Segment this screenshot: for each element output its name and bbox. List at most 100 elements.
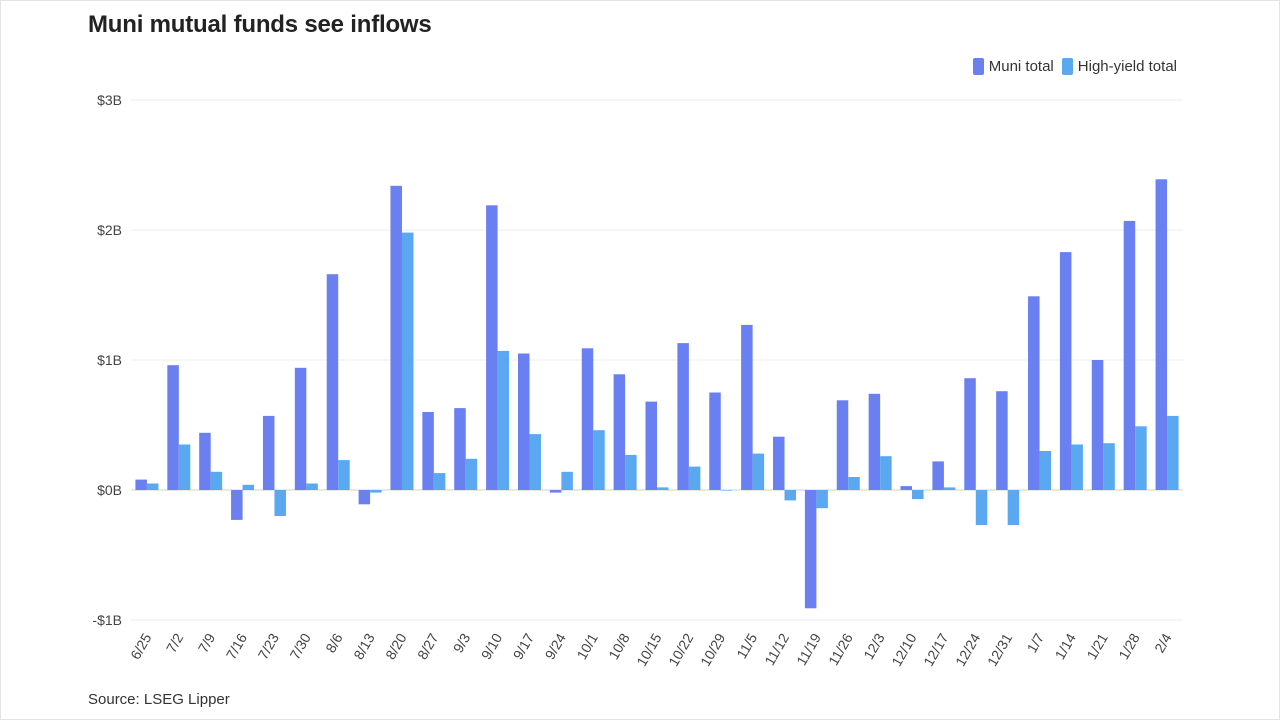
bar-muni-total	[900, 486, 913, 490]
bar-muni-total	[549, 490, 562, 493]
bar-high-yield-total	[816, 490, 828, 509]
x-tick-label: 12/17	[920, 630, 951, 669]
x-tick-label: 7/23	[255, 630, 283, 662]
legend-label-high-yield: High-yield total	[1077, 58, 1177, 75]
bar-muni-total	[741, 324, 753, 490]
x-tick-label: 9/17	[510, 630, 538, 662]
x-tick-label: 6/25	[127, 630, 155, 662]
bar-high-yield-total	[210, 471, 223, 490]
bar-muni-total	[199, 432, 211, 490]
bar-muni-total	[996, 391, 1008, 490]
bar-high-yield-total	[146, 483, 159, 490]
x-tick-label: 7/16	[223, 630, 251, 662]
x-tick-label: 8/20	[382, 630, 410, 662]
bar-muni-total	[294, 367, 307, 490]
bar-muni-total	[581, 348, 594, 490]
bar-high-yield-total	[784, 490, 797, 501]
bar-muni-total	[709, 392, 721, 490]
bar-muni-total	[358, 490, 371, 505]
bar-muni-total	[804, 490, 817, 609]
x-tick-label: 12/10	[888, 630, 919, 669]
bar-muni-total	[1091, 360, 1104, 490]
bar-high-yield-total	[1103, 443, 1115, 490]
bar-high-yield-total	[401, 232, 414, 490]
bar-muni-total	[326, 274, 339, 490]
x-tick-label: 1/14	[1052, 630, 1080, 662]
bar-muni-total	[1155, 179, 1168, 491]
bar-high-yield-total	[593, 430, 605, 490]
bar-high-yield-total	[1039, 451, 1052, 490]
bar-muni-total	[422, 412, 434, 490]
bar-high-yield-total	[1167, 415, 1179, 490]
bar-muni-total	[1123, 220, 1136, 490]
legend-label-muni: Muni total	[988, 58, 1054, 75]
bar-high-yield-total	[625, 454, 637, 490]
x-tick-label: 12/3	[860, 630, 888, 662]
x-tick-label: 9/3	[450, 630, 474, 655]
x-tick-label: 10/8	[605, 630, 633, 662]
bar-muni-total	[868, 393, 881, 490]
x-tick-label: 10/15	[633, 630, 664, 669]
x-tick-label: 7/30	[286, 630, 314, 662]
bar-high-yield-total	[657, 487, 669, 490]
x-tick-label: 8/27	[414, 630, 442, 662]
bar-muni-total	[262, 415, 275, 490]
bar-high-yield-total	[752, 453, 765, 490]
x-tick-label: 8/13	[350, 630, 378, 662]
bar-muni-total	[1028, 296, 1040, 490]
bar-muni-total	[517, 353, 530, 490]
x-tick-label: 7/9	[195, 630, 219, 655]
x-tick-label: 10/1	[573, 630, 601, 662]
x-tick-label: 8/6	[322, 630, 346, 655]
bar-high-yield-total	[529, 434, 541, 490]
bar-muni-total	[454, 408, 466, 490]
legend-swatch-muni	[972, 58, 984, 75]
y-tick-label: $3B	[97, 92, 122, 108]
bar-muni-total	[231, 490, 243, 520]
bar-high-yield-total	[720, 490, 733, 491]
legend-item-high-yield: High-yield total	[1061, 58, 1177, 75]
bar-high-yield-total	[975, 490, 988, 526]
bar-muni-total	[677, 343, 689, 490]
bar-high-yield-total	[338, 460, 350, 490]
bar-high-yield-total	[242, 484, 255, 490]
bar-high-yield-total	[848, 477, 860, 490]
y-tick-label: -$1B	[92, 612, 122, 628]
bar-high-yield-total	[880, 456, 892, 490]
bar-high-yield-total	[497, 350, 510, 490]
bar-high-yield-total	[1135, 426, 1147, 490]
y-tick-label: $1B	[97, 352, 122, 368]
bar-muni-total	[486, 205, 498, 491]
y-tick-label: $0B	[97, 482, 122, 498]
bar-high-yield-total	[370, 490, 382, 493]
bar-muni-total	[613, 374, 626, 490]
bar-muni-total	[135, 479, 147, 490]
bar-high-yield-total	[433, 473, 446, 490]
x-tick-label: 1/28	[1115, 630, 1143, 662]
x-tick-label: 11/12	[761, 630, 792, 668]
x-tick-label: 10/22	[665, 630, 696, 669]
bar-high-yield-total	[178, 444, 191, 490]
x-tick-label: 2/4	[1151, 630, 1175, 655]
x-tick-label: 7/2	[163, 630, 187, 655]
bar-muni-total	[964, 378, 976, 490]
x-tick-label: 12/24	[952, 630, 983, 669]
bar-high-yield-total	[274, 490, 286, 516]
bar-high-yield-total	[561, 471, 573, 490]
bar-high-yield-total	[306, 483, 318, 490]
bar-high-yield-total	[912, 490, 924, 500]
legend-swatch-high-yield	[1061, 58, 1073, 75]
x-tick-label: 1/7	[1024, 630, 1048, 655]
bar-high-yield-total	[688, 466, 701, 490]
legend-item-muni: Muni total	[972, 58, 1054, 75]
x-tick-label: 11/26	[825, 630, 856, 668]
x-tick-label: 12/31	[984, 630, 1015, 669]
bar-muni-total	[836, 400, 849, 490]
chart-legend: Muni total High-yield total	[965, 58, 1177, 75]
x-tick-label: 10/29	[697, 630, 728, 669]
x-tick-label: 11/19	[793, 630, 824, 668]
bar-high-yield-total	[1071, 444, 1083, 490]
bar-muni-total	[932, 461, 944, 490]
